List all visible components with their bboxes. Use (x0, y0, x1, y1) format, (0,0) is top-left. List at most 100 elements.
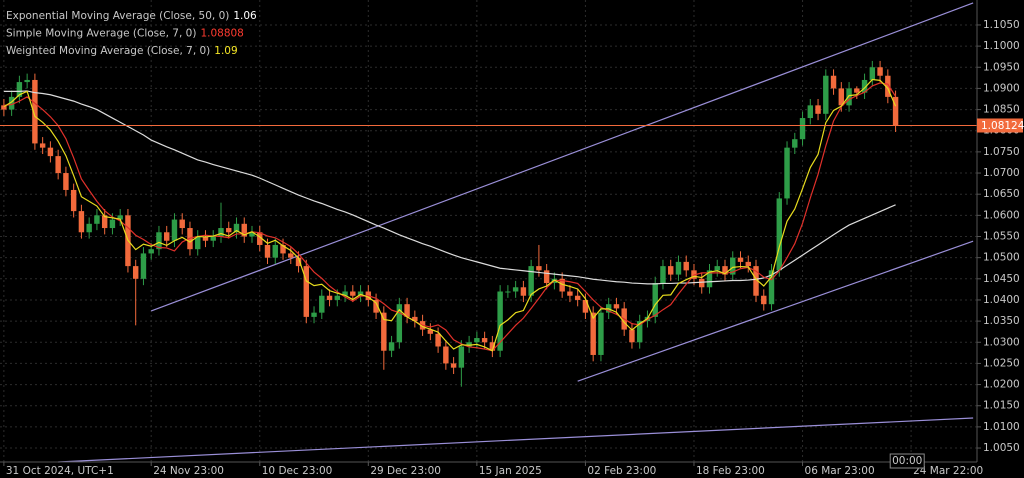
y-tick-label: 1.0950 (983, 61, 1020, 73)
ma-line (3, 90, 896, 285)
candle-body (303, 266, 309, 317)
candle-body (668, 266, 674, 275)
y-tick-label: 1.0350 (983, 315, 1020, 327)
candle-body (163, 232, 170, 241)
candle-body (885, 75, 891, 97)
candle-body (706, 270, 713, 288)
candle-body (846, 88, 852, 106)
candle-body (745, 261, 751, 267)
y-tick-label: 1.0900 (983, 82, 1020, 94)
candle-body (582, 299, 589, 313)
candle-body (838, 88, 845, 106)
candle-body (505, 291, 511, 293)
y-tick-label: 1.0500 (983, 252, 1020, 264)
candle-body (598, 312, 604, 355)
candle-body (567, 291, 573, 296)
candle-body (241, 223, 247, 237)
candle-body (233, 223, 240, 233)
candle-body (636, 321, 643, 343)
legend-value: 1.08808 (200, 28, 243, 40)
candle-body (210, 236, 216, 241)
candle-body (272, 244, 278, 258)
candle-body (24, 79, 30, 83)
candle-body (590, 312, 596, 355)
candle-body (675, 261, 682, 275)
candle-body (47, 147, 54, 157)
x-tick-label: 18 Feb 23:00 (696, 465, 765, 477)
candle-body (892, 96, 899, 126)
last-price-label: 1.08124 (981, 120, 1024, 132)
candle-body (683, 261, 689, 271)
last-price-box (977, 118, 1023, 133)
legend: Exponential Moving Average (Close, 50, 0… (6, 10, 257, 57)
candle-body (450, 363, 457, 368)
x-tick-label: 10 Dec 23:00 (262, 465, 333, 477)
y-tick-label: 1.0700 (983, 167, 1020, 179)
candle-body (16, 82, 23, 97)
candle-body (722, 266, 728, 275)
candle-body (730, 257, 736, 275)
candle-body (381, 312, 387, 351)
candle-body (288, 253, 294, 258)
candle-body (823, 75, 829, 114)
candle-body (132, 266, 139, 279)
candle-body (63, 173, 69, 190)
x-tick-label: 02 Feb 23:00 (587, 465, 656, 477)
y-tick-label: 1.0750 (983, 146, 1020, 158)
legend-value: 1.09 (214, 45, 237, 57)
time-marker-box (889, 453, 925, 469)
candle-body (55, 156, 61, 174)
candle-body (404, 304, 410, 317)
candle-body (257, 232, 263, 245)
candle-body (497, 291, 503, 351)
candle-body (737, 257, 744, 262)
y-tick-label: 1.0400 (983, 294, 1020, 306)
candle-body (195, 236, 201, 250)
y-tick-label: 1.0250 (983, 357, 1020, 369)
candle-body (86, 223, 92, 233)
candle-body (714, 266, 720, 271)
candle-body (776, 198, 782, 271)
trendline (58, 417, 974, 463)
y-tick-label: 1.0650 (983, 188, 1020, 200)
candle-body (412, 316, 418, 322)
candle-body (466, 342, 472, 347)
candle-body (334, 295, 341, 300)
candle-body (520, 287, 527, 296)
candle-body (799, 118, 806, 140)
candle-body (660, 266, 666, 284)
candle-body (792, 139, 798, 148)
legend-value: 1.06 (233, 10, 257, 22)
candle-body (861, 79, 868, 93)
candle-body (613, 304, 620, 309)
y-tick-label: 1.0450 (983, 273, 1020, 285)
candle-body (699, 278, 705, 288)
candle-body (481, 338, 488, 343)
candle-body (458, 346, 465, 368)
candle-body (156, 232, 162, 250)
candle-body (559, 278, 565, 292)
y-tick-label: 1.0550 (983, 231, 1020, 243)
candle-body (264, 244, 271, 258)
candle-body (226, 228, 232, 233)
candle-body (8, 96, 15, 110)
candle-body (148, 249, 154, 254)
y-tick-label: 1.0600 (983, 209, 1020, 221)
candle-body (357, 291, 364, 296)
ma-line (3, 78, 897, 352)
candle-body (536, 266, 542, 271)
x-tick-label: 06 Mar 23:00 (805, 465, 875, 477)
candle-body (342, 291, 348, 296)
candle-body (326, 295, 333, 300)
time-marker: 00:00 (892, 455, 922, 467)
candle-body (179, 219, 185, 229)
legend-label: Simple Moving Average (Close, 7, 0) (6, 28, 196, 40)
candle-body (807, 105, 814, 119)
y-tick-label: 1.0100 (983, 421, 1020, 433)
candle-body (489, 342, 496, 351)
candle-body (512, 287, 519, 292)
x-tick-label: 15 Jan 2025 (479, 465, 542, 477)
candle-body (877, 67, 883, 76)
candle-body (652, 283, 658, 317)
